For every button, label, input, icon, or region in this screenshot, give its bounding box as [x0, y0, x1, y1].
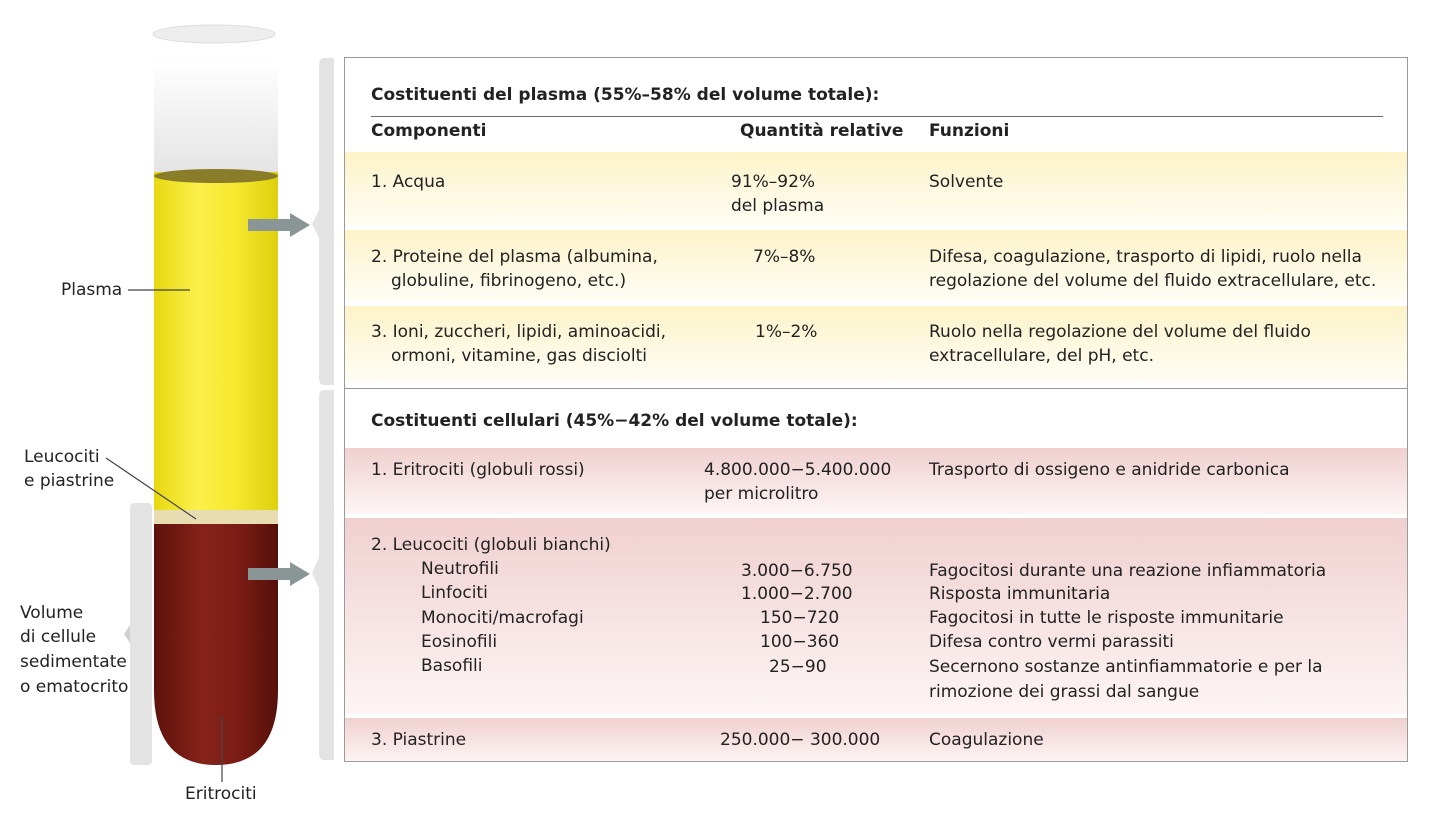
header-componenti: Componenti — [371, 121, 487, 141]
leucociti-label-line2: e piastrine — [24, 471, 115, 491]
leucocyte-quantity: 1.000−2.700 — [741, 584, 853, 604]
piastrine-component: 3. Piastrine — [371, 730, 467, 750]
plasma-row-function: Difesa, coagulazione, trasporto di lipid… — [929, 247, 1362, 267]
plasma-arrow-icon — [248, 213, 310, 237]
plasma-row-component-line2: ormoni, vitamine, gas disciolti — [391, 346, 647, 366]
eritrociti-quantity: 4.800.000−5.400.000 — [704, 460, 892, 480]
leucociti-leader-line — [105, 457, 197, 520]
red-cells-layer — [154, 524, 278, 765]
leucocyte-name: Eosinofili — [421, 632, 498, 652]
plasma-row-band — [345, 152, 1407, 226]
volume-label-line4: o ematocrito — [20, 677, 129, 697]
buffy-coat-layer — [154, 510, 278, 526]
leucocyte-name: Neutrofili — [421, 559, 499, 579]
leucocyte-function: Risposta immunitaria — [929, 584, 1111, 604]
plasma-row-component: 2. Proteine del plasma (albumina, — [371, 247, 658, 267]
cell-section-title: Costituenti cellulari (45%−42% del volum… — [371, 411, 858, 431]
leucocyte-quantity: 150−720 — [760, 608, 840, 628]
cell-row-band — [345, 718, 1407, 761]
plasma-row-quantity: 1%–2% — [755, 322, 818, 342]
leucocyte-name: Monociti/macrofagi — [421, 608, 584, 628]
header-funzioni: Funzioni — [929, 121, 1010, 141]
plasma-row-quantity: 91%–92% — [731, 172, 816, 192]
piastrine-quantity: 250.000− 300.000 — [720, 730, 881, 750]
piastrine-function: Coagulazione — [929, 730, 1044, 750]
leucocyte-name: Linfociti — [421, 583, 488, 603]
header-quantita: Quantità relative — [740, 121, 904, 141]
eritrociti-label: Eritrociti — [185, 784, 257, 804]
leucocyte-function: Fagocitosi durante una reazione infiamma… — [929, 561, 1327, 581]
plasma-row-function: Ruolo nella regolazione del volume del f… — [929, 322, 1311, 342]
hematocrit-bracket-notch — [124, 625, 130, 643]
leucociti-component: 2. Leucociti (globuli bianchi) — [371, 535, 611, 555]
plasma-row-function: Solvente — [929, 172, 1004, 192]
cells-bracket — [312, 390, 334, 760]
plasma-section-title: Costituenti del plasma (55%–58% del volu… — [371, 85, 880, 105]
plasma-row-function-line2: regolazione del volume del fluido extrac… — [929, 271, 1377, 291]
plasma-row-component-line2: globuline, fibrinogeno, etc.) — [391, 271, 627, 291]
leucocyte-function-line2: rimozione dei grassi dal sangue — [929, 682, 1200, 702]
blood-components-table: Costituenti del plasma (55%–58% del volu… — [344, 57, 1408, 762]
eritrociti-component: 1. Eritrociti (globuli rossi) — [371, 460, 585, 480]
eritrociti-quantity-line2: per microlitro — [704, 484, 819, 504]
leucocyte-function: Fagocitosi in tutte le risposte immunita… — [929, 608, 1284, 628]
plasma-label: Plasma — [61, 280, 123, 300]
volume-label-line3: sedimentate — [20, 652, 127, 672]
volume-label-line1: Volume — [20, 603, 84, 623]
section-divider — [345, 388, 1407, 389]
leucocyte-quantity: 3.000−6.750 — [741, 561, 853, 581]
plasma-row-quantity-line2: del plasma — [731, 196, 825, 216]
plasma-row-band — [345, 230, 1407, 300]
leucocyte-function: Difesa contro vermi parassiti — [929, 632, 1174, 652]
volume-label-line2: di cellule — [20, 627, 97, 647]
cells-arrow-icon — [248, 562, 310, 586]
cell-row-band — [345, 518, 1407, 714]
leucocyte-quantity: 25−90 — [769, 657, 827, 677]
leucociti-label-line1: Leucociti — [24, 447, 100, 467]
leucocyte-function: Secernono sostanze antinfiammatorie e pe… — [929, 657, 1323, 677]
leucocyte-quantity: 100−360 — [760, 632, 840, 652]
tube-opening — [152, 24, 276, 44]
plasma-row-component: 3. Ioni, zuccheri, lipidi, aminoacidi, — [371, 322, 667, 342]
plasma-row-component: 1. Acqua — [371, 172, 446, 192]
plasma-bracket — [312, 58, 334, 385]
leucocyte-name: Basofili — [421, 656, 483, 676]
cell-row-band — [345, 448, 1407, 514]
eritrociti-function: Trasporto di ossigeno e anidride carboni… — [929, 460, 1290, 480]
tube-glass — [154, 60, 278, 172]
plasma-meniscus — [154, 169, 278, 183]
plasma-row-function-line2: extracellulare, del pH, etc. — [929, 346, 1154, 366]
test-tube-illustration — [105, 24, 334, 782]
plasma-row-band — [345, 306, 1407, 382]
title-rule — [371, 116, 1383, 117]
plasma-row-quantity: 7%–8% — [753, 247, 816, 267]
hematocrit-bracket — [130, 503, 152, 765]
